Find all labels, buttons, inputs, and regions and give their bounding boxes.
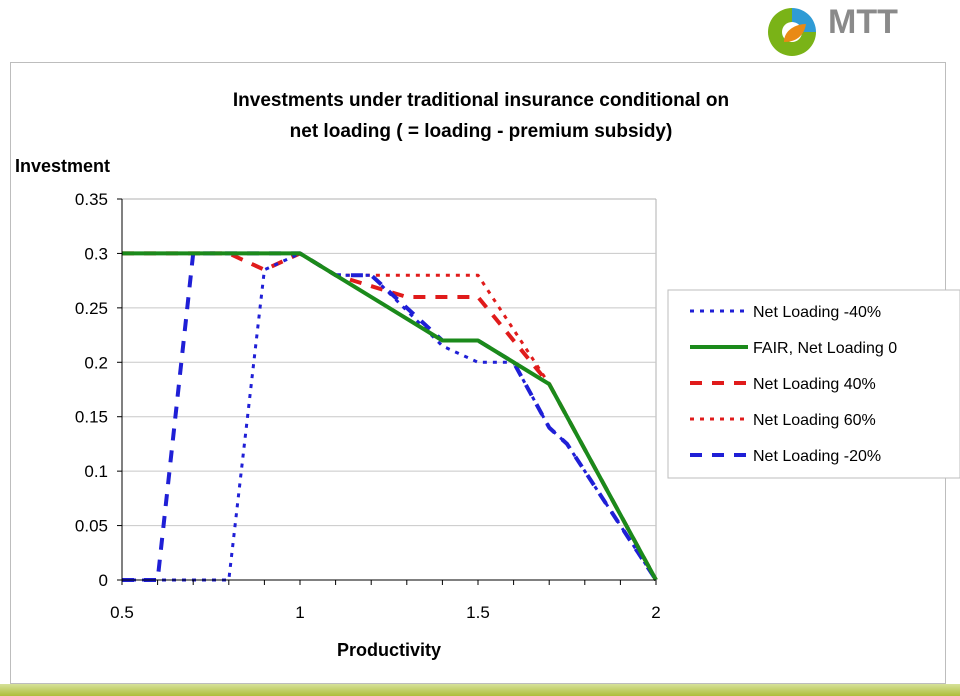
series-line-fair-net-loading-0	[122, 251, 658, 581]
y-tick-label: 0.1	[84, 462, 108, 481]
logo-mark-icon	[768, 8, 816, 56]
y-tick-label: 0.35	[75, 190, 108, 209]
x-tick-label: 1.5	[466, 603, 490, 622]
logo-text: MTT	[828, 3, 898, 41]
mtt-logo: MTT	[768, 3, 898, 56]
y-tick-label: 0.25	[75, 299, 108, 318]
x-tick-label: 1	[295, 603, 304, 622]
x-tick-label: 0.5	[110, 603, 134, 622]
y-tick-label: 0.05	[75, 517, 108, 536]
legend: Net Loading -40% FAIR, Net Loading 0 Net L…	[667, 289, 960, 479]
legend-label-fair-net-loading-0: FAIR, Net Loading 0	[753, 340, 897, 357]
series-line-net-loading-20	[122, 251, 658, 582]
x-tick-label: 2	[651, 603, 660, 622]
legend-label-net-loading-20: Net Loading -20%	[753, 448, 881, 465]
y-tick-label: 0	[99, 571, 108, 590]
grid	[122, 198, 657, 580]
footer-bar	[0, 684, 960, 696]
axes: 0 0.05 0.1 0.15 0.2 0.25 0.3 0.35 0.5 1 1.5 2	[75, 190, 661, 622]
chart-title-line-1: Investments under traditional insurance …	[233, 90, 729, 111]
y-tick-label: 0.3	[84, 244, 108, 263]
x-axis-title: Productivity	[337, 640, 441, 660]
legend-label-net-loading-60: Net Loading 60%	[753, 412, 876, 429]
y-axis-title: Investment	[15, 156, 110, 176]
series-lines	[122, 251, 658, 582]
y-tick-label: 0.2	[84, 353, 108, 372]
chart-title-line-2: net loading ( = loading - premium subsid…	[290, 121, 673, 142]
legend-label-net-loading-40: Net Loading -40%	[753, 304, 881, 321]
legend-label-net-loading-40: Net Loading 40%	[753, 376, 876, 393]
series-line-net-loading-60	[122, 251, 658, 581]
y-tick-label: 0.15	[75, 408, 108, 427]
